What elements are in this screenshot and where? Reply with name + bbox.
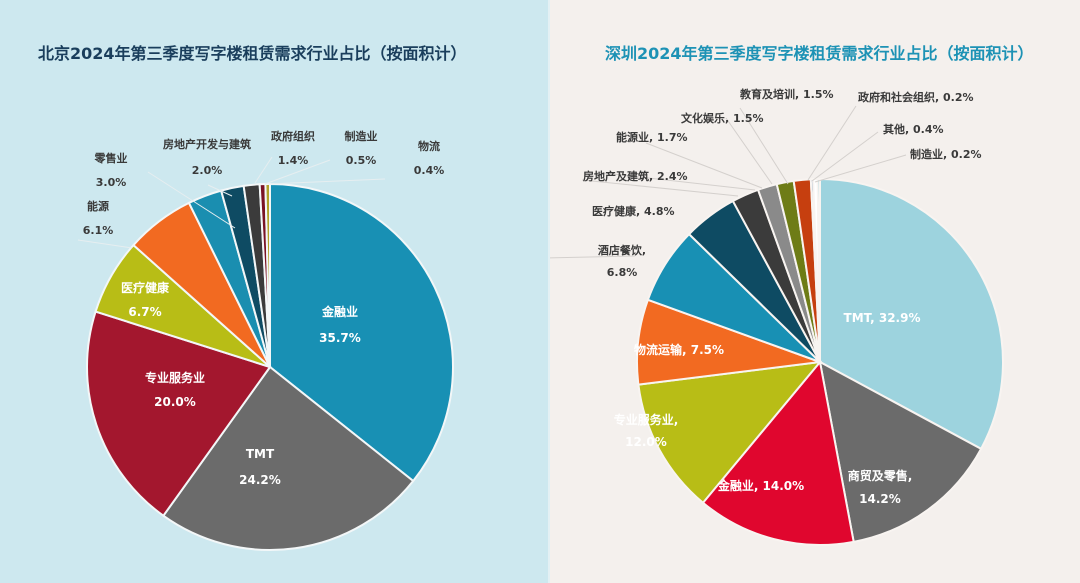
pie-slice (816, 177, 821, 363)
beijing-pie-slices (86, 182, 454, 551)
label-health-name: 医疗健康 (121, 280, 170, 295)
label-mfg-pct: 0.5% (346, 154, 377, 167)
label-realestate-pct: 2.0% (192, 164, 223, 177)
panel-divider (548, 0, 550, 583)
pie-slice (701, 359, 855, 546)
label-pro-name: 专业服务业, (614, 412, 679, 427)
label-retail-name: 零售业 (94, 151, 128, 165)
label-finance: 金融业, 14.0% (717, 478, 804, 493)
label-gov-pct: 1.4% (278, 154, 309, 167)
label-realestate: 房地产及建筑, 2.4% (583, 169, 688, 183)
label-pro-name: 专业服务业 (145, 370, 205, 385)
label-logistics-pct: 0.4% (414, 164, 445, 177)
label-health-pct: 6.7% (128, 305, 161, 319)
label-edu: 教育及培训, 1.5% (739, 87, 834, 101)
pie-slice (819, 177, 1004, 451)
beijing-chart-title: 北京2024年第三季度写字楼租赁需求行业占比（按面积计） (38, 44, 467, 63)
shenzhen-chart-title: 深圳2024年第三季度写字楼租赁需求行业占比（按面积计） (605, 44, 1034, 63)
label-health: 医疗健康, 4.8% (592, 204, 675, 218)
pie-slice (86, 310, 272, 518)
pie-slice (269, 182, 454, 483)
shenzhen-pie-slices (636, 177, 1004, 546)
label-culture: 文化娱乐, 1.5% (681, 111, 764, 125)
label-tmt: TMT, 32.9% (844, 311, 921, 325)
label-tmt-pct: 24.2% (239, 473, 281, 487)
label-retail-pct: 3.0% (96, 176, 127, 189)
label-energy-pct: 6.1% (83, 224, 114, 237)
beijing-leader-lines (77, 156, 386, 249)
label-mfg: 制造业, 0.2% (910, 147, 982, 161)
shenzhen-chart-panel: 深圳2024年第三季度写字楼租赁需求行业占比（按面积计） 教育及培训, 1.5%… (550, 0, 1080, 583)
label-pro-pct: 12.0% (625, 435, 667, 449)
label-tmt-name: TMT (246, 447, 275, 461)
label-logistics: 物流运输, 7.5% (634, 342, 724, 357)
label-hotel-pct: 6.8% (607, 266, 638, 279)
label-trade-pct: 14.2% (859, 492, 901, 506)
beijing-pie-chart: 零售业 3.0% 房地产开发与建筑 2.0% 政府组织 1.4% 制造业 0.5… (77, 129, 454, 551)
label-pro-pct: 20.0% (154, 395, 196, 409)
shenzhen-pie-chart: 教育及培训, 1.5% 政府和社会组织, 0.2% 文化娱乐, 1.5% 其他,… (550, 87, 1004, 546)
pie-slice (637, 360, 823, 505)
label-finance-name: 金融业 (321, 304, 358, 319)
label-other: 其他, 0.4% (883, 122, 944, 136)
label-logistics-name: 物流 (418, 139, 440, 153)
label-gov: 政府和社会组织, 0.2% (858, 90, 974, 104)
label-gov-name: 政府组织 (271, 129, 315, 143)
beijing-chart-panel: 北京2024年第三季度写字楼租赁需求行业占比（按面积计） 零售业 3.0% 房地… (0, 0, 548, 583)
label-mfg-name: 制造业 (345, 129, 378, 143)
label-energy-name: 能源 (87, 199, 109, 213)
shenzhen-leader-lines (550, 105, 907, 259)
label-trade-name: 商贸及零售, (848, 468, 913, 483)
label-realestate-name: 房地产开发与建筑 (163, 137, 251, 151)
label-finance-pct: 35.7% (319, 331, 361, 345)
label-hotel-name: 酒店餐饮, (598, 243, 646, 257)
pie-slice (161, 365, 415, 551)
label-energy: 能源业, 1.7% (616, 130, 688, 144)
pie-slice (818, 360, 983, 544)
